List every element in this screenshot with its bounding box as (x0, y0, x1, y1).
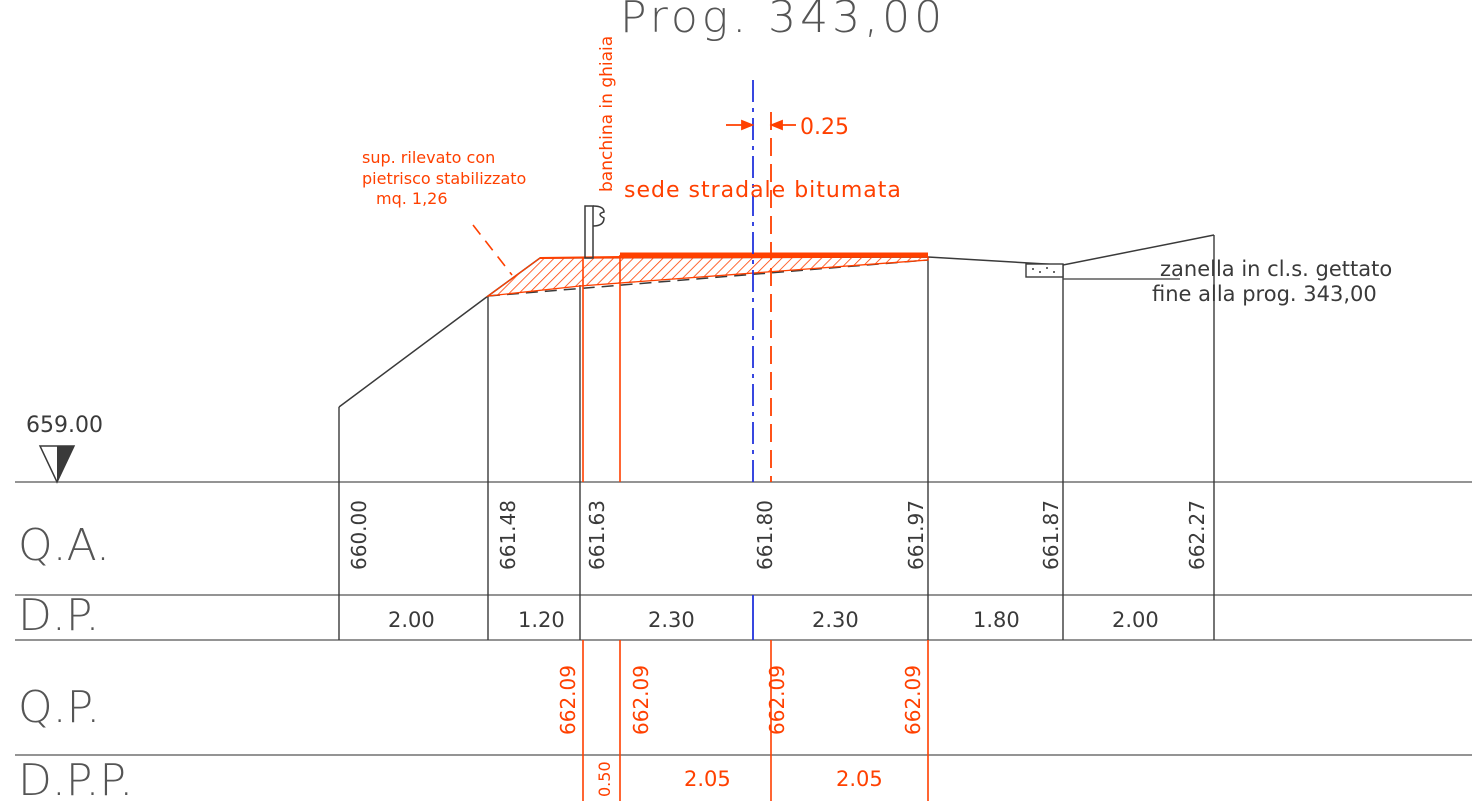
shoulder-top (539, 256, 621, 259)
qa-value: 661.63 (585, 500, 609, 570)
project-verticals (582, 255, 929, 801)
dp-value: 2.30 (648, 608, 695, 632)
zanella-dots (1032, 267, 1055, 273)
section-title: Prog. 343,00 (620, 0, 946, 43)
fill-leader (472, 224, 513, 276)
qa-value: 662.27 (1185, 500, 1209, 570)
dpp-value: 0.50 (595, 761, 614, 797)
qp-value: 662.09 (629, 665, 653, 735)
qa-value: 661.80 (753, 500, 777, 570)
datum-label: 659.00 (26, 413, 103, 438)
row-label-qp: Q.P. (18, 682, 100, 733)
dp-values: 2.00 1.20 2.30 2.30 1.80 2.00 (388, 608, 1159, 632)
qa-value: 660.00 (347, 500, 371, 570)
table-grid (15, 481, 1472, 756)
qa-values: 660.00 661.48 661.63 661.80 661.97 661.8… (347, 500, 1209, 570)
fill-label-line2: pietrisco stabilizzato (362, 169, 526, 188)
qp-value: 662.09 (765, 665, 789, 735)
fill-label-line1: sup. rilevato con (362, 148, 495, 167)
dpp-value: 2.05 (684, 767, 731, 791)
dimension-025 (726, 119, 796, 131)
zanella-label-line1: zanella in cl.s. gettato (1160, 257, 1392, 281)
sede-stradale-label: sede stradale bitumata (624, 178, 902, 203)
fill-hatch-area (485, 256, 929, 297)
fill-label-line3: mq. 1,26 (376, 189, 448, 208)
dimension-025-label: 0.25 (800, 115, 849, 140)
qa-value: 661.97 (904, 500, 928, 570)
qp-value: 662.09 (556, 665, 580, 735)
qp-values: 662.09 662.09 662.09 662.09 (556, 665, 925, 735)
row-label-dp: D.P. (18, 590, 100, 641)
dpp-value: 2.05 (836, 767, 883, 791)
dpp-values: 0.50 2.05 2.05 (595, 761, 883, 797)
dp-value: 1.80 (973, 608, 1020, 632)
dp-value: 1.20 (518, 608, 565, 632)
zanella-block (1025, 263, 1064, 278)
dp-value: 2.00 (388, 608, 435, 632)
guardrail-icon (584, 205, 605, 259)
dp-value: 2.00 (1112, 608, 1159, 632)
qa-value: 661.48 (496, 500, 520, 570)
qa-value: 661.87 (1039, 500, 1063, 570)
zanella-label-line2: fine alla prog. 343,00 (1152, 282, 1377, 306)
row-label-dpp: D.P.P. (18, 755, 133, 801)
qp-value: 662.09 (901, 665, 925, 735)
dp-value: 2.30 (812, 608, 859, 632)
row-label-qa: Q.A. (18, 520, 110, 571)
datum-triangle-icon (38, 445, 76, 484)
existing-verticals (338, 235, 1215, 640)
banchina-label: banchina in ghiaia (597, 36, 617, 192)
